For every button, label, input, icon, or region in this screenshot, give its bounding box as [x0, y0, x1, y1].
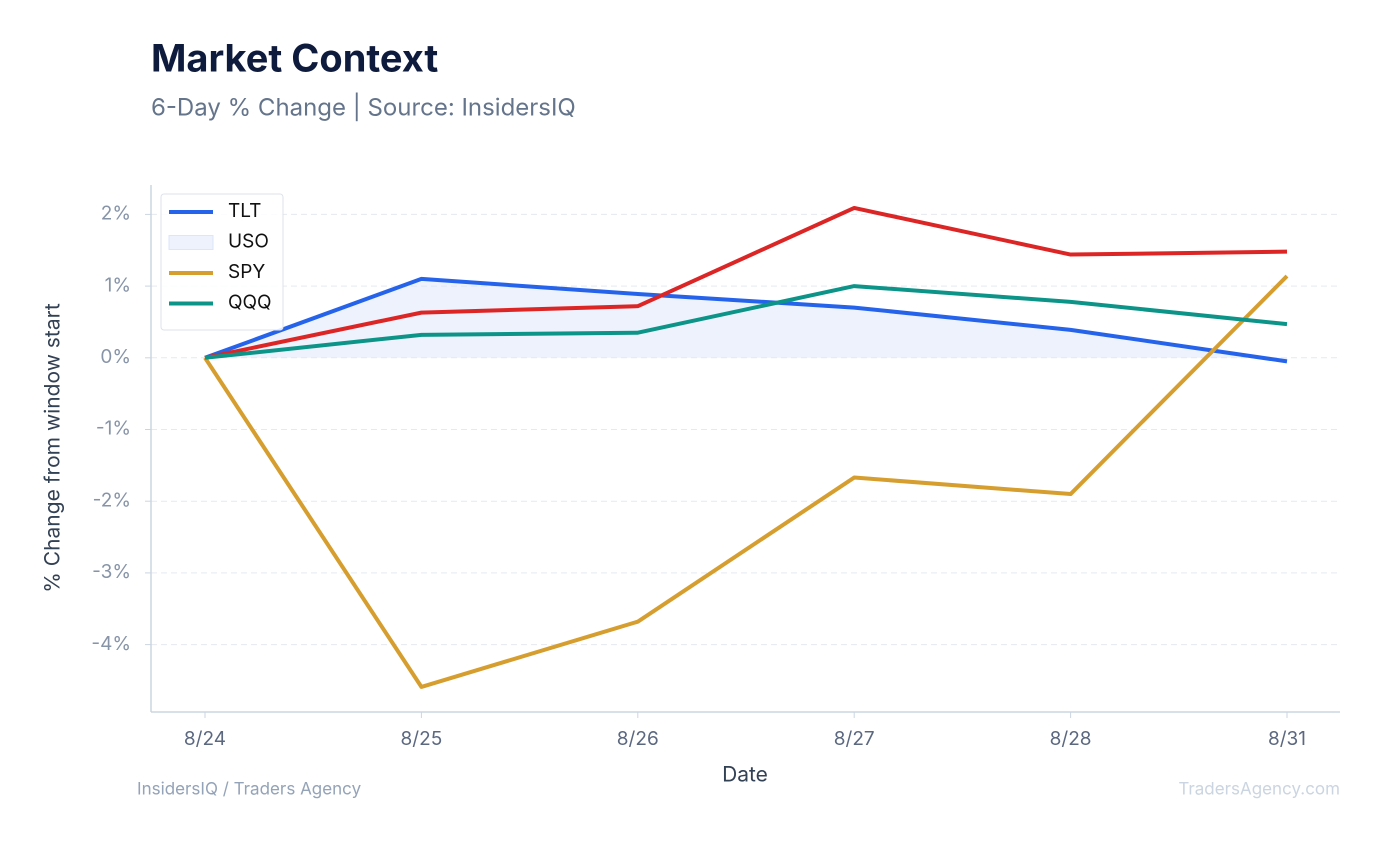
area [205, 278, 1287, 362]
legend-swatch [168, 235, 214, 250]
footer-right: TradersAgency.com [1178, 780, 1340, 800]
legend-label: TLT [228, 199, 261, 222]
legend-label: SPY [228, 260, 265, 283]
line [203, 274, 1289, 689]
y-tick-label: 1% [105, 273, 131, 296]
y-tick-label: -2% [93, 488, 131, 511]
x-tick-label: 8/26 [617, 727, 659, 750]
x-tick-label: 8/31 [1268, 727, 1306, 750]
x-axis-label: Date [722, 763, 768, 788]
legend-label: USO [228, 230, 269, 253]
y-tick-label: 2% [101, 202, 131, 225]
x-tick-label: 8/24 [184, 727, 226, 750]
y-tick-label: 0% [100, 345, 131, 368]
chart-title: Market Context [151, 35, 438, 81]
line [204, 205, 1288, 360]
legend-label: QQQ [228, 291, 272, 314]
line [204, 284, 1288, 360]
y-tick-label: -1% [96, 417, 131, 440]
x-tick-label: 8/25 [401, 727, 443, 750]
y-tick-label: -3% [92, 560, 131, 583]
x-tick-label: 8/27 [834, 727, 875, 750]
footer-left: InsidersIQ / Traders Agency [137, 780, 362, 800]
line [204, 276, 1288, 364]
legend-box [160, 193, 284, 331]
y-tick-label: -4% [91, 632, 131, 655]
y-axis-label: % Change from window start [41, 303, 66, 593]
chart-subtitle: 6-Day % Change | Source: InsidersIQ [151, 93, 576, 122]
x-tick-label: 8/28 [1050, 727, 1092, 750]
